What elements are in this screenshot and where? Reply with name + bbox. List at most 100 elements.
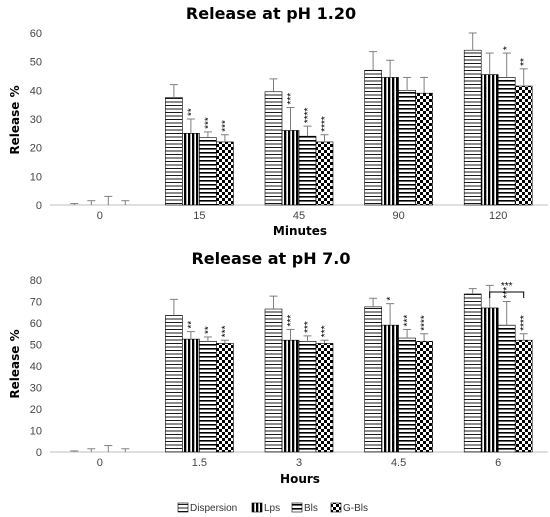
significance-label: *** xyxy=(220,325,231,337)
error-bar-lps-1-5 xyxy=(186,331,195,340)
y-tick-label: 10 xyxy=(30,426,42,438)
error-bar-g-bls-120 xyxy=(519,68,528,87)
significance-label: ** xyxy=(186,108,197,116)
bar-lps-1-5 xyxy=(182,338,200,453)
bar-g-bls-3 xyxy=(315,343,334,453)
y-tick-label: 10 xyxy=(30,171,42,183)
error-bar-g-bls-45 xyxy=(320,134,329,142)
significance-label: **** xyxy=(320,116,331,132)
chart-panel-ph-7-0: Release at pH 7.0 Release % Hours 0 10 20 3… xyxy=(8,249,548,486)
error-bar-bls-45 xyxy=(303,125,312,137)
x-tick-label: 0 xyxy=(97,210,103,222)
bar-lps-6 xyxy=(480,307,499,453)
bar-dispersion-4-5 xyxy=(364,306,382,453)
bar-bls-15 xyxy=(199,137,217,206)
bar-lps-3 xyxy=(281,339,300,453)
significance-label: ** xyxy=(186,321,197,329)
x-tick-label: 4.5 xyxy=(391,457,406,469)
bar-bls-6 xyxy=(497,324,516,453)
error-bar-g-bls-90 xyxy=(420,76,429,94)
bar-dispersion-15 xyxy=(165,97,183,206)
x-axis-label: Hours xyxy=(280,472,320,486)
legend-label-lps: Lps xyxy=(264,503,280,514)
legend-item-dispersion: Dispersion xyxy=(177,502,237,514)
x-tick-label: 1.5 xyxy=(192,457,207,469)
error-bar-g-bls-3 xyxy=(320,339,329,344)
y-tick-labels: 0 10 20 30 40 50 60 xyxy=(30,28,42,212)
significance-label: **** xyxy=(303,107,314,123)
error-bar-lps-90 xyxy=(386,59,395,78)
significance-label: **** xyxy=(420,315,431,331)
error-bar-dispersion-15 xyxy=(169,84,178,98)
y-tick-label: 60 xyxy=(30,318,42,330)
legend-swatch-lps xyxy=(251,502,263,513)
bar-g-bls-15 xyxy=(216,141,234,206)
error-bar-lps-0 xyxy=(87,200,96,205)
bar-bls-3 xyxy=(298,340,317,453)
x-axis-label: Minutes xyxy=(273,224,327,238)
error-bar-dispersion-120 xyxy=(468,32,477,51)
bar-lps-15 xyxy=(182,133,200,206)
significance-label: *** xyxy=(286,93,297,105)
legend-item-bls: Bls xyxy=(291,502,318,514)
y-tick-label: 30 xyxy=(30,383,42,395)
y-tick-label: 70 xyxy=(30,297,42,309)
y-tick-label: 20 xyxy=(30,404,42,416)
error-bar-g-bls-4-5 xyxy=(420,333,429,342)
x-tick-label: 120 xyxy=(489,210,507,222)
error-bar-group xyxy=(70,32,528,205)
legend-swatch-g-bls xyxy=(330,502,342,513)
legend-item-lps: Lps xyxy=(251,502,280,514)
error-bar-bls-90 xyxy=(403,76,412,91)
legend: Dispersion Lps Bls G-Bls xyxy=(177,502,368,514)
error-bar-g-bls-15 xyxy=(220,134,229,142)
y-tick-labels: 0 10 20 30 40 50 60 70 80 xyxy=(30,275,42,459)
y-axis-label: Release % xyxy=(8,85,22,154)
error-bar-bls-0 xyxy=(104,195,113,205)
y-tick-label: 60 xyxy=(30,28,42,40)
x-tick-label: 0 xyxy=(97,457,103,469)
legend-label-dispersion: Dispersion xyxy=(190,503,237,514)
y-tick-label: 80 xyxy=(30,275,42,287)
error-bar-bls-4-5 xyxy=(403,328,412,339)
bar-g-bls-6 xyxy=(514,339,533,453)
bar-dispersion-45 xyxy=(264,91,283,206)
error-bar-lps-4-5 xyxy=(386,303,395,326)
significance-label: ** xyxy=(203,326,214,334)
error-bar-lps-3 xyxy=(286,328,295,341)
y-tick-label: 0 xyxy=(36,447,42,459)
legend-label-g-bls: G-Bls xyxy=(343,503,368,514)
significance-label: *** xyxy=(220,120,231,132)
x-tick-label: 3 xyxy=(296,457,302,469)
legend-swatch-bls xyxy=(291,502,303,513)
bracket-label: *** xyxy=(501,281,513,292)
bar-lps-4-5 xyxy=(381,324,399,453)
significance-label: ** xyxy=(519,58,530,66)
bar-g-bls-4-5 xyxy=(415,340,433,453)
error-bar-group xyxy=(70,284,528,452)
bar-g-bls-1-5 xyxy=(216,343,234,453)
y-tick-label: 40 xyxy=(30,85,42,97)
error-bar-bls-120 xyxy=(502,52,511,78)
significance-label: *** xyxy=(286,315,297,327)
bar-group xyxy=(165,49,533,206)
significance-label: **** xyxy=(519,315,530,331)
bar-lps-45 xyxy=(281,130,300,206)
bar-bls-120 xyxy=(497,77,516,206)
x-tick-labels: 0 1.5 3 4.5 6 xyxy=(97,457,502,469)
bar-bls-1-5 xyxy=(199,340,217,453)
significance-label: * xyxy=(502,46,513,50)
bar-bls-90 xyxy=(398,90,416,206)
significance-bracket: *** xyxy=(489,281,525,298)
bar-g-bls-45 xyxy=(315,141,334,206)
legend-item-g-bls: G-Bls xyxy=(330,502,368,514)
error-bar-dispersion-0 xyxy=(70,450,79,452)
bar-dispersion-1-5 xyxy=(165,315,183,453)
chart-title: Release at pH 1.20 xyxy=(186,4,356,23)
error-bar-bls-0 xyxy=(104,445,113,452)
error-bar-g-bls-0 xyxy=(121,448,130,452)
chart-title: Release at pH 7.0 xyxy=(191,249,350,268)
error-bar-dispersion-45 xyxy=(269,78,278,92)
error-bar-dispersion-3 xyxy=(269,295,278,310)
